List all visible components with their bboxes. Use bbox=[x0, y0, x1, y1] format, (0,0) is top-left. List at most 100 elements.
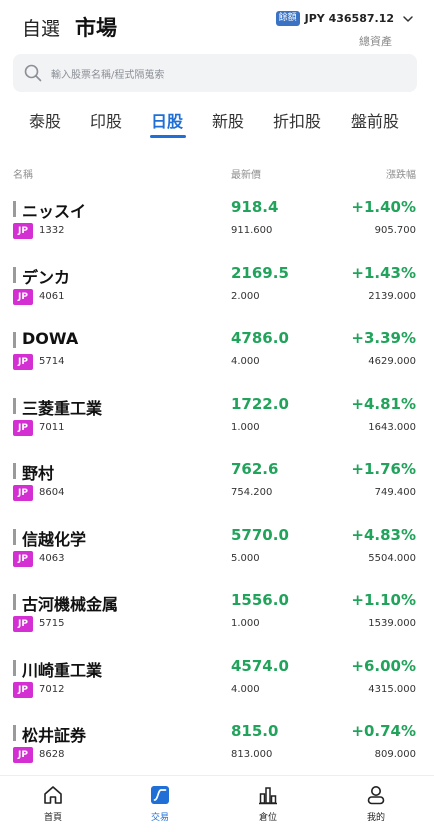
tab-market[interactable]: 市場 bbox=[75, 16, 117, 40]
row-marker bbox=[13, 201, 16, 217]
tab-new-stocks[interactable]: 新股 bbox=[212, 112, 245, 131]
market-badge: JP bbox=[13, 616, 33, 632]
row-marker bbox=[13, 332, 16, 348]
stock-code: 7012 bbox=[39, 683, 65, 695]
stock-name: 古河機械金属 bbox=[22, 595, 119, 614]
stock-code: 1332 bbox=[39, 225, 65, 236]
stock-name: 野村 bbox=[22, 464, 55, 483]
stock-price-sub: 4.000 bbox=[231, 356, 260, 367]
stock-name: 松井証券 bbox=[22, 726, 87, 745]
stock-price-sub: 911.600 bbox=[231, 225, 273, 236]
stock-code: 7011 bbox=[39, 421, 65, 433]
market-badge: JP bbox=[13, 288, 33, 305]
nav-position[interactable]: 倉位 bbox=[238, 784, 298, 823]
stock-name: デンカ bbox=[22, 267, 71, 287]
active-tab-indicator bbox=[150, 135, 186, 138]
nav-profile-label: 我的 bbox=[366, 813, 385, 823]
position-icon bbox=[259, 787, 277, 805]
tab-thai-stocks[interactable]: 泰股 bbox=[29, 112, 62, 131]
stock-change: +1.40% bbox=[351, 198, 416, 216]
stock-price-sub: 5.000 bbox=[231, 552, 260, 564]
stock-change: +4.81% bbox=[351, 394, 416, 413]
stock-price-sub: 2.000 bbox=[231, 290, 260, 302]
stock-price: 5770.0 bbox=[231, 525, 289, 544]
nav-home[interactable]: 首頁 bbox=[23, 784, 83, 823]
row-marker bbox=[13, 266, 16, 283]
nav-position-label: 倉位 bbox=[258, 813, 277, 823]
stock-change-sub: 749.400 bbox=[374, 487, 416, 498]
stock-price-sub: 4.000 bbox=[231, 683, 260, 695]
row-marker bbox=[13, 463, 16, 479]
stock-change-sub: 905.700 bbox=[374, 225, 416, 236]
stock-name: ニッスイ bbox=[22, 202, 87, 221]
stock-change-sub: 1539.000 bbox=[368, 618, 416, 629]
stock-change: +3.39% bbox=[351, 329, 416, 347]
stock-change-sub: 4315.000 bbox=[368, 683, 416, 695]
tab-india-stocks[interactable]: 印股 bbox=[90, 112, 123, 131]
stock-change: +6.00% bbox=[351, 656, 416, 675]
row-marker bbox=[13, 659, 16, 676]
stock-name: 三菱重工業 bbox=[22, 398, 103, 418]
stock-price: 4574.0 bbox=[231, 656, 289, 675]
stock-row[interactable]: ニッスイ JP 1332 918.4 911.600 +1.40% 905.70… bbox=[0, 192, 434, 258]
tab-japan-stocks[interactable]: 日股 bbox=[151, 112, 184, 131]
account-value: JPY 436587.12 bbox=[304, 12, 394, 25]
column-header-price: 最新價 bbox=[231, 170, 261, 181]
nav-profile[interactable]: 我的 bbox=[346, 784, 406, 823]
stock-name: 川崎重工業 bbox=[22, 660, 103, 680]
tab-watchlist[interactable]: 自選 bbox=[22, 18, 61, 40]
stock-name: DOWA bbox=[22, 329, 79, 348]
market-tabs: 泰股 印股 日股 新股 折扣股 盤前股 bbox=[0, 108, 434, 138]
bottom-nav: 首頁 交易 倉位 我的 bbox=[0, 775, 434, 832]
row-marker bbox=[13, 397, 16, 414]
stock-row[interactable]: 信越化学 JP 4063 5770.0 5.000 +4.83% 5504.00… bbox=[0, 520, 434, 586]
market-badge: JP bbox=[13, 747, 33, 763]
chevron-down-icon[interactable] bbox=[402, 13, 414, 25]
row-marker bbox=[13, 528, 16, 545]
column-header-name: 名稱 bbox=[13, 170, 33, 181]
stock-row[interactable]: 野村 JP 8604 762.6 754.200 +1.76% 749.400 bbox=[0, 454, 434, 520]
tab-discount-stocks[interactable]: 折扣股 bbox=[273, 112, 322, 131]
stock-change-sub: 4629.000 bbox=[368, 356, 416, 367]
stock-change: +0.74% bbox=[351, 722, 416, 740]
stock-change: +1.76% bbox=[351, 460, 416, 478]
column-header-change: 漲跌幅 bbox=[386, 170, 416, 181]
account-selector[interactable]: 餘額 JPY 436587.12 bbox=[275, 11, 414, 26]
stock-row[interactable]: 川崎重工業 JP 7012 4574.0 4.000 +6.00% 4315.0… bbox=[0, 651, 434, 717]
stock-change-sub: 809.000 bbox=[374, 749, 416, 760]
stock-code: 4061 bbox=[39, 290, 65, 302]
search-bar[interactable]: 輸入股票名稱/程式隔蒐索 bbox=[13, 54, 417, 92]
stock-price: 1722.0 bbox=[231, 394, 289, 413]
top-header: 自選 市場 餘額 JPY 436587.12 總資產 bbox=[0, 0, 434, 52]
stock-name: 信越化学 bbox=[22, 529, 87, 549]
stock-change-sub: 2139.000 bbox=[368, 290, 416, 302]
stock-price-sub: 1.000 bbox=[231, 618, 260, 629]
stock-change-sub: 1643.000 bbox=[368, 421, 416, 433]
stock-row[interactable]: 古河機械金属 JP 5715 1556.0 1.000 +1.10% 1539.… bbox=[0, 585, 434, 651]
tab-premarket-stocks[interactable]: 盤前股 bbox=[351, 112, 400, 131]
stock-code: 8628 bbox=[39, 749, 65, 760]
stock-price: 1556.0 bbox=[231, 591, 289, 609]
market-badge: JP bbox=[13, 419, 33, 436]
stock-price-sub: 813.000 bbox=[231, 749, 273, 760]
nav-home-label: 首頁 bbox=[43, 813, 62, 823]
stock-row[interactable]: 松井証券 JP 8628 815.0 813.000 +0.74% 809.00… bbox=[0, 716, 434, 782]
nav-trade-label: 交易 bbox=[150, 813, 169, 823]
market-badge: JP bbox=[13, 354, 33, 370]
stock-change: +4.83% bbox=[351, 525, 416, 544]
profile-icon bbox=[367, 786, 385, 805]
market-badge: JP bbox=[13, 485, 33, 501]
stock-row[interactable]: DOWA JP 5714 4786.0 4.000 +3.39% 4629.00… bbox=[0, 323, 434, 389]
row-marker bbox=[13, 594, 16, 610]
stock-list: ニッスイ JP 1332 918.4 911.600 +1.40% 905.70… bbox=[0, 192, 434, 782]
stock-price-sub: 1.000 bbox=[231, 421, 260, 433]
account-total-label: 總資產 bbox=[359, 35, 392, 48]
stock-row[interactable]: デンカ JP 4061 2169.5 2.000 +1.43% 2139.000 bbox=[0, 258, 434, 324]
stock-code: 5714 bbox=[39, 356, 65, 367]
nav-trade[interactable]: 交易 bbox=[130, 784, 190, 823]
stock-price: 762.6 bbox=[231, 460, 279, 478]
stock-code: 4063 bbox=[39, 552, 65, 564]
stock-row[interactable]: 三菱重工業 JP 7011 1722.0 1.000 +4.81% 1643.0… bbox=[0, 389, 434, 455]
market-badge: JP bbox=[13, 681, 33, 698]
search-input[interactable]: 輸入股票名稱/程式隔蒐索 bbox=[51, 69, 165, 81]
